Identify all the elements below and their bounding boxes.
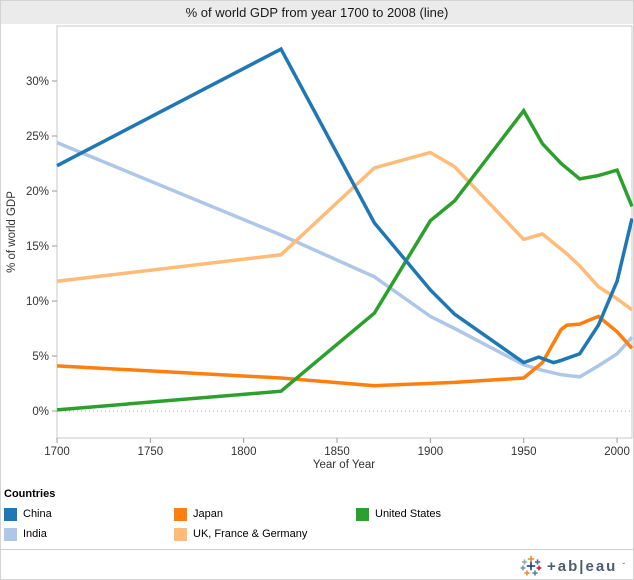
legend-item-label: UK, France & Germany: [193, 528, 308, 540]
y-tick-label: 0%: [32, 406, 49, 418]
legend-items: China India Japan UK, France & Germany Unite…: [4, 504, 624, 544]
tableau-wordmark: +ab|eau: [547, 557, 618, 575]
legend-item-label: China: [23, 508, 52, 520]
chart-title-bar: % of world GDP from year 1700 to 2008 (l…: [1, 1, 633, 24]
y-tick-label: 10%: [26, 296, 49, 308]
tableau-sparkle-icon: [520, 555, 542, 576]
legend-item-label: United States: [375, 508, 442, 520]
y-axis-title: % of world GDP: [6, 191, 18, 273]
x-tick-label: 1800: [231, 446, 257, 458]
legend-swatch-icon: [356, 507, 369, 521]
tableau-logo-link[interactable]: +ab|eau ˇ: [520, 555, 625, 577]
sparkle-plus: [521, 561, 528, 563]
footer-bar: +ab|eau ˇ: [1, 549, 633, 579]
y-tick-label: 25%: [26, 131, 49, 143]
legend-item-japan[interactable]: Japan: [174, 504, 356, 524]
y-tick-label: 30%: [26, 76, 49, 88]
sparkle-plus: [526, 565, 536, 567]
legend-item-china[interactable]: China: [4, 504, 174, 524]
legend-item-india[interactable]: India: [4, 524, 174, 544]
sparkle-plus: [520, 567, 526, 569]
chart-title: % of world GDP from year 1700 to 2008 (l…: [185, 5, 449, 20]
x-tick-label: 1750: [138, 446, 164, 458]
legend: Countries China India Japan UK, France & Ge…: [4, 488, 624, 544]
legend-item-label: Japan: [193, 508, 223, 520]
legend-swatch-icon: [4, 507, 17, 521]
legend-swatch-icon: [174, 527, 187, 541]
x-tick-label: 1950: [511, 446, 537, 458]
x-tick-label: 1850: [324, 446, 350, 458]
y-tick-label: 5%: [32, 351, 49, 363]
line-china[interactable]: [56, 46, 633, 365]
line-india[interactable]: [56, 140, 633, 379]
axis-layer: 1700 1750 1800 1850 1900 1950 2000 0% 5% 10% 15% 20…: [26, 76, 630, 458]
sparkle-plus: [536, 567, 542, 569]
x-tick-label: 1700: [44, 446, 70, 458]
x-tick-label: 2000: [604, 446, 630, 458]
legend-item-uk-france-germany[interactable]: UK, France & Germany: [174, 524, 356, 544]
x-axis-title: Year of Year: [313, 459, 375, 471]
plot-area: [56, 25, 633, 439]
line-layer: [56, 46, 633, 412]
sparkle-plus: [532, 572, 538, 574]
chart-canvas: 1700 1750 1800 1850 1900 1950 2000 0% 5% 10% 15% 20…: [6, 25, 633, 471]
legend-swatch-icon: [174, 507, 187, 521]
y-tick-label: 20%: [26, 186, 49, 198]
sparkle-plus: [527, 558, 535, 560]
legend-swatch-icon: [4, 527, 17, 541]
line-united-states[interactable]: [56, 107, 633, 412]
legend-title: Countries: [4, 488, 56, 500]
legend-item-label: India: [23, 528, 47, 540]
trademark-dot: ˇ: [622, 561, 625, 571]
x-tick-label: 1900: [418, 446, 444, 458]
sparkle-plus: [534, 561, 541, 563]
line-uk-france-germany[interactable]: [56, 150, 633, 312]
sparkle-plus: [524, 572, 530, 574]
y-tick-label: 15%: [26, 241, 49, 253]
legend-item-united-states[interactable]: United States: [356, 504, 624, 524]
